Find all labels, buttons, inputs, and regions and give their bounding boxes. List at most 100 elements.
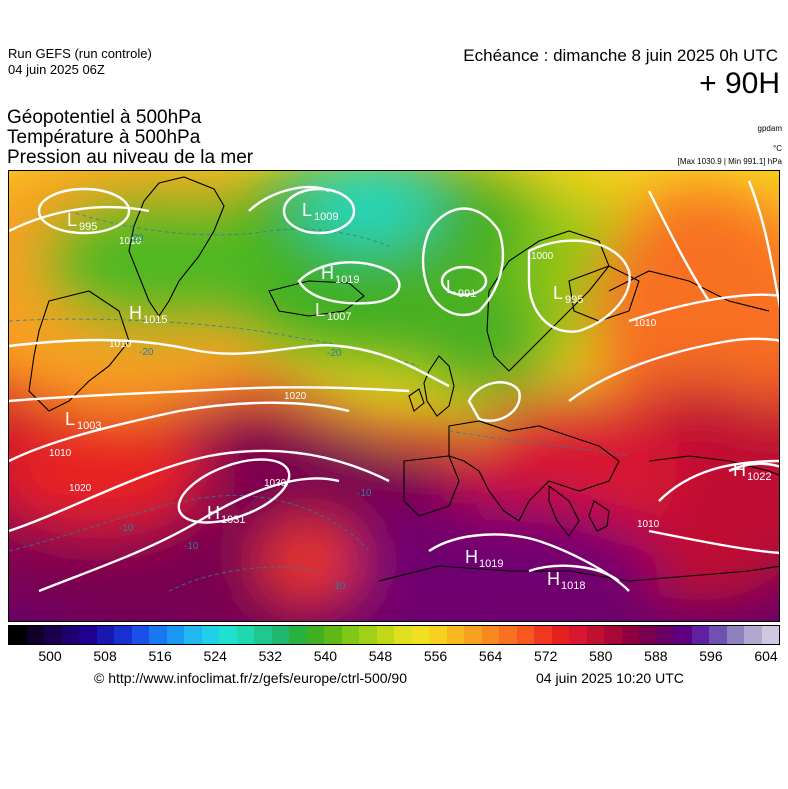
colorbar-swatch xyxy=(499,626,517,644)
svg-text:1022: 1022 xyxy=(747,471,771,483)
svg-text:1019: 1019 xyxy=(479,558,503,570)
temperature-label: -20 xyxy=(129,233,144,244)
colorbar-swatch xyxy=(709,626,727,644)
run-date: 04 juin 2025 06Z xyxy=(8,62,105,77)
colorbar-swatch xyxy=(639,626,657,644)
colorbar-swatch xyxy=(166,626,184,644)
colorbar-swatch xyxy=(79,626,97,644)
svg-text:H: H xyxy=(129,303,142,323)
colorbar-tick-label: 588 xyxy=(644,648,668,664)
isobar-labels: 1010 1010 1000 1010 1020 1010 1020 1030 … xyxy=(49,236,660,530)
colorbar-swatch xyxy=(691,626,709,644)
isobar-label: 1010 xyxy=(119,236,142,247)
colorbar-swatch xyxy=(306,626,324,644)
colorbar-tick-label: 580 xyxy=(589,648,613,664)
colorbar-swatch xyxy=(534,626,552,644)
map-svg: 1010 1010 1000 1010 1020 1010 1020 1030 … xyxy=(9,171,779,621)
svg-text:1003: 1003 xyxy=(77,420,101,432)
svg-text:L: L xyxy=(553,283,563,303)
colorbar-swatch xyxy=(726,626,744,644)
unit-geopotential: gpdam xyxy=(757,124,782,133)
colorbar-tick-label: 556 xyxy=(423,648,448,664)
high-center: H 1022 xyxy=(733,460,771,483)
colorbar-swatch xyxy=(26,626,44,644)
svg-text:1019: 1019 xyxy=(335,274,359,286)
colorbar-swatch xyxy=(586,626,604,644)
low-center: L 995 xyxy=(67,210,97,233)
colorbar-swatch xyxy=(621,626,639,644)
high-center: H 1018 xyxy=(547,569,585,592)
temperature-label: -10 xyxy=(331,581,346,592)
colorbar-swatch xyxy=(376,626,394,644)
colorbar-tick-label: 500 xyxy=(38,648,62,664)
isobar-label: 1010 xyxy=(637,519,660,530)
isobar-label: 1010 xyxy=(109,339,132,350)
pressure-centers: L 995 L 1009 H 1019 L 1007 L 991 L 995 H 1015 L… xyxy=(65,200,771,592)
colorbar-tick-label: 540 xyxy=(313,648,338,664)
isobar-label: 1000 xyxy=(531,251,554,262)
colorbar-tick-label: 532 xyxy=(258,648,282,664)
high-center: H 1015 xyxy=(129,303,167,326)
param-pressure: Pression au niveau de la mer xyxy=(7,147,254,168)
colorbar-swatch xyxy=(516,626,534,644)
svg-text:1009: 1009 xyxy=(314,211,338,223)
svg-text:L: L xyxy=(65,409,75,429)
colorbar-swatch xyxy=(744,626,762,644)
svg-text:1031: 1031 xyxy=(221,514,245,526)
svg-text:1015: 1015 xyxy=(143,314,167,326)
colorbar-swatch xyxy=(341,626,359,644)
credit-link[interactable]: © http://www.infoclimat.fr/z/gefs/europe… xyxy=(94,670,408,686)
svg-text:L: L xyxy=(446,277,456,297)
colorbar-tick-label: 516 xyxy=(148,648,172,664)
svg-text:991: 991 xyxy=(458,288,476,300)
temperature-label: -10 xyxy=(184,541,199,552)
isobar-label: 1020 xyxy=(284,391,307,402)
svg-text:L: L xyxy=(302,200,312,220)
colorbar-swatch xyxy=(9,626,27,644)
temperature-label: -20 xyxy=(139,347,154,358)
colorbar-swatch xyxy=(481,626,499,644)
isobar-label: 1030 xyxy=(264,478,287,489)
colorbar-swatch xyxy=(131,626,149,644)
unit-temperature: °C xyxy=(773,144,782,153)
weather-map: 1010 1010 1000 1010 1020 1010 1020 1030 … xyxy=(8,170,780,622)
svg-text:1007: 1007 xyxy=(327,311,351,323)
colorbar-swatch xyxy=(359,626,377,644)
colorbar-swatch xyxy=(61,626,79,644)
colorbar-ticks: 500 508 516 524 532 540 548 556 564 572 580 588 596 6… xyxy=(8,648,780,666)
high-center: H 1019 xyxy=(465,547,503,570)
colorbar-swatch xyxy=(604,626,622,644)
svg-text:H: H xyxy=(321,263,334,283)
low-center: L 1009 xyxy=(302,200,338,223)
low-center: L 1003 xyxy=(65,409,101,432)
svg-text:L: L xyxy=(315,300,325,320)
isobar-label: 1020 xyxy=(69,483,92,494)
colorbar xyxy=(8,625,780,645)
colorbar-swatch xyxy=(149,626,167,644)
colorbar-swatch xyxy=(446,626,464,644)
valid-time: Echéance : dimanche 8 juin 2025 0h UTC xyxy=(463,46,778,65)
geopotential-field xyxy=(9,171,779,621)
pressure-minmax: [Max 1030.9 | Min 991.1] hPa xyxy=(677,157,782,166)
temperature-label: -20 xyxy=(327,348,342,359)
colorbar-tick-label: 548 xyxy=(368,648,393,664)
isobar-label: 1010 xyxy=(49,448,72,459)
colorbar-swatch xyxy=(761,626,779,644)
colorbar-swatch xyxy=(551,626,569,644)
colorbar-swatch xyxy=(674,626,692,644)
colorbar-swatch xyxy=(429,626,447,644)
lead-time: + 90H xyxy=(699,67,780,100)
temperature-labels: -20 -20 -20 -10 -10 -10 -10 xyxy=(119,233,372,592)
high-center: H 1019 xyxy=(321,263,359,286)
colorbar-swatch xyxy=(464,626,482,644)
colorbar-tick-label: 524 xyxy=(203,648,227,664)
svg-text:H: H xyxy=(207,503,220,523)
colorbar-swatch xyxy=(289,626,307,644)
generated-time: 04 juin 2025 10:20 UTC xyxy=(536,670,684,686)
colorbar-swatch xyxy=(254,626,272,644)
colorbar-swatch xyxy=(271,626,289,644)
param-geopotential: Géopotentiel à 500hPa xyxy=(7,107,202,128)
low-center: L 991 xyxy=(446,277,476,300)
svg-text:995: 995 xyxy=(79,221,97,233)
colorbar-swatch xyxy=(96,626,114,644)
